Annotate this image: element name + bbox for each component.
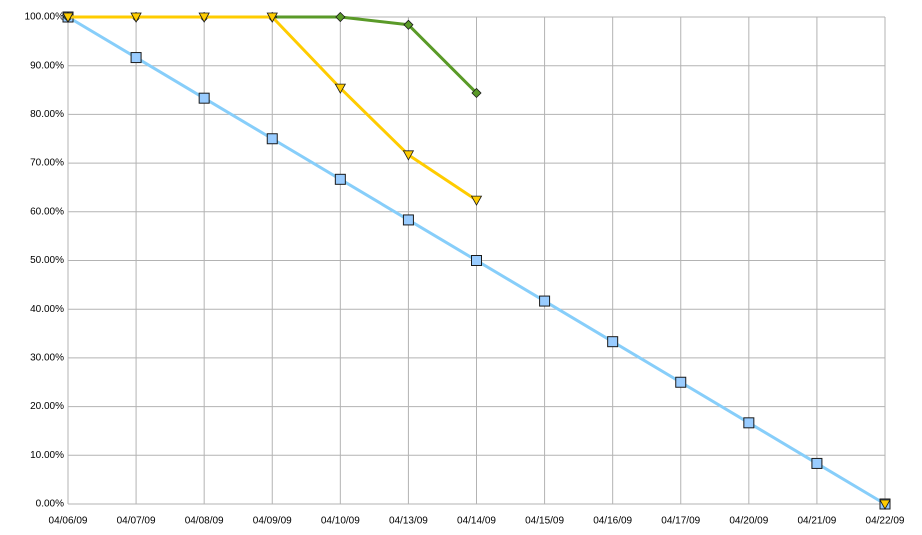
point [879, 499, 891, 510]
y-tick-label: 70.00% [30, 158, 64, 169]
point [402, 150, 415, 161]
y-tick-label: 20.00% [30, 401, 64, 412]
x-tick-label: 04/16/09 [593, 516, 632, 527]
x-tick-label: 04/10/09 [321, 516, 360, 527]
y-tick-label: 80.00% [30, 109, 64, 120]
y-tick-label: 40.00% [30, 304, 64, 315]
point [607, 336, 619, 348]
point [266, 12, 278, 23]
x-tick-label: 04/22/09 [866, 516, 905, 527]
point [335, 11, 346, 23]
x-tick-label: 04/09/09 [253, 516, 292, 527]
y-tick-label: 50.00% [30, 255, 64, 266]
point [130, 12, 142, 23]
point [743, 417, 755, 429]
point [403, 19, 414, 30]
x-tick-label: 04/08/09 [185, 516, 224, 527]
y-tick-label: 60.00% [30, 206, 64, 217]
x-tick-label: 04/14/09 [457, 516, 496, 527]
point [334, 83, 347, 94]
x-tick-label: 04/21/09 [797, 516, 836, 527]
point [471, 255, 482, 266]
y-tick-label: 0.00% [36, 499, 64, 510]
x-tick-label: 04/15/09 [525, 516, 564, 527]
point [62, 12, 74, 23]
point [471, 87, 482, 99]
x-tick-label: 04/06/09 [49, 516, 88, 527]
x-tick-label: 04/13/09 [389, 516, 428, 527]
point [402, 214, 414, 226]
point [266, 133, 278, 145]
point [130, 52, 142, 64]
y-tick-label: 30.00% [30, 353, 64, 364]
point [198, 12, 210, 23]
y-tick-label: 100.00% [25, 12, 65, 23]
y-tick-label: 10.00% [30, 450, 64, 461]
point [675, 376, 687, 388]
x-tick-label: 04/17/09 [661, 516, 700, 527]
point [334, 173, 346, 185]
x-tick-label: 04/20/09 [729, 516, 768, 527]
y-tick-label: 90.00% [30, 60, 64, 71]
x-tick-label: 04/07/09 [117, 516, 156, 527]
point [539, 295, 551, 307]
point [811, 457, 823, 469]
point [470, 195, 483, 206]
point [198, 92, 210, 104]
